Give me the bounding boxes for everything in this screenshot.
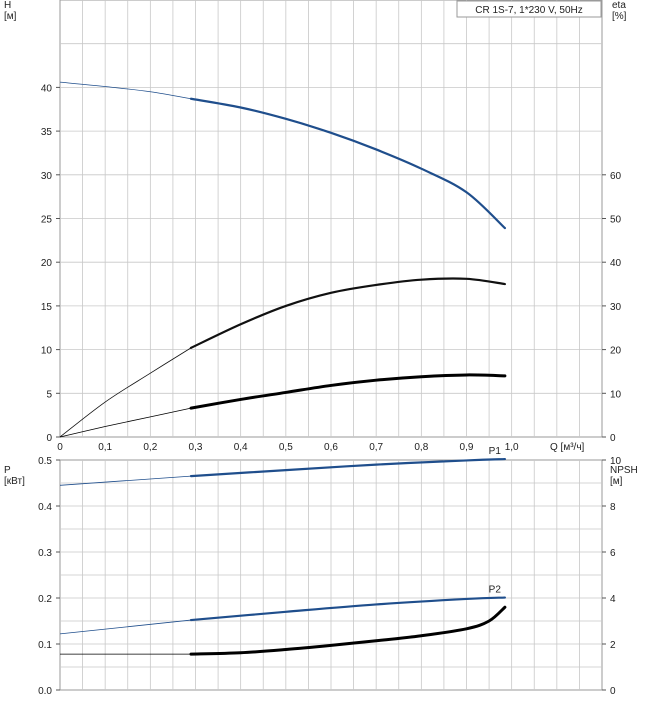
y-tick-label-left: 0.1 <box>38 640 52 651</box>
series-0-0-line <box>189 97 506 230</box>
x-tick-label: 0,2 <box>143 442 157 453</box>
y-tick-label-left: 0.3 <box>38 548 52 559</box>
y-tick-label-right: 10 <box>610 389 622 400</box>
y-axis-label-right: eta [%] <box>612 0 627 22</box>
y-tick-label-left: 5 <box>46 389 52 400</box>
y-tick-label-right: 0 <box>610 433 616 444</box>
y-tick-label-right: 20 <box>610 346 622 357</box>
y-tick-label-left: 15 <box>41 302 53 313</box>
y-tick-label-left: 30 <box>41 171 53 182</box>
y-tick-label-right: 0 <box>610 686 616 697</box>
y-tick-label-right: 40 <box>610 258 622 269</box>
y-tick-label-left: 0.5 <box>38 456 52 467</box>
series-1-2-line <box>189 605 507 656</box>
title-box <box>456 0 602 18</box>
x-tick-label: 0,6 <box>324 442 338 453</box>
series-1-1-p2-extension <box>59 619 192 635</box>
series-1-1-p2-line <box>189 596 506 622</box>
y-tick-label-right: 10 <box>610 456 622 467</box>
series-label-p1: P1 <box>489 446 502 457</box>
y-axis-label-left: P [кВт] <box>4 465 25 487</box>
y-tick-label-right: 60 <box>610 171 622 182</box>
y-tick-label-right: 8 <box>610 502 616 513</box>
chart-title: CR 1S-7, 1*230 V, 50Hz <box>475 5 582 16</box>
y-tick-label-left: 35 <box>41 127 53 138</box>
series-0-1-line <box>189 277 506 349</box>
y-tick-label-right: 6 <box>610 548 616 559</box>
y-axis-label-left: H [м] <box>4 0 17 22</box>
x-tick-label: 0,9 <box>460 442 474 453</box>
y-tick-label-left: 0 <box>46 433 52 444</box>
y-tick-label-right: 2 <box>610 640 616 651</box>
x-tick-label: 0,5 <box>279 442 293 453</box>
series-0-0-extension <box>59 81 192 100</box>
x-tick-label: 0,3 <box>189 442 203 453</box>
y-axis-label-right: NPSH [м] <box>610 465 638 487</box>
y-tick-label-left: 0.4 <box>38 502 52 513</box>
series-0-1-extension <box>59 347 192 438</box>
y-tick-label-left: 0.0 <box>38 686 52 697</box>
y-tick-label-right: 4 <box>610 594 616 605</box>
y-tick-label-left: 20 <box>41 258 53 269</box>
y-tick-label-left: 10 <box>41 346 53 357</box>
y-tick-label-left: 25 <box>41 215 53 226</box>
x-tick-label: 1,0 <box>505 442 519 453</box>
x-tick-label: 0,7 <box>369 442 383 453</box>
series-1-0-p1-extension <box>59 475 192 486</box>
y-tick-label-left: 40 <box>41 83 53 94</box>
series-0-2-line <box>189 373 507 410</box>
x-axis-label: Q [м³/ч] <box>550 442 585 453</box>
series-1-0-p1-line <box>189 457 506 478</box>
y-tick-label-left: 0.2 <box>38 594 52 605</box>
y-tick-label-right: 50 <box>610 215 622 226</box>
series-label-p2: P2 <box>489 585 502 596</box>
x-tick-label: 0,4 <box>234 442 248 453</box>
y-tick-label-right: 30 <box>610 302 622 313</box>
x-tick-label: 0,1 <box>98 442 112 453</box>
x-tick-label: 0 <box>57 442 63 453</box>
x-tick-label: 0,8 <box>414 442 428 453</box>
series-0-2-extension <box>59 407 192 438</box>
